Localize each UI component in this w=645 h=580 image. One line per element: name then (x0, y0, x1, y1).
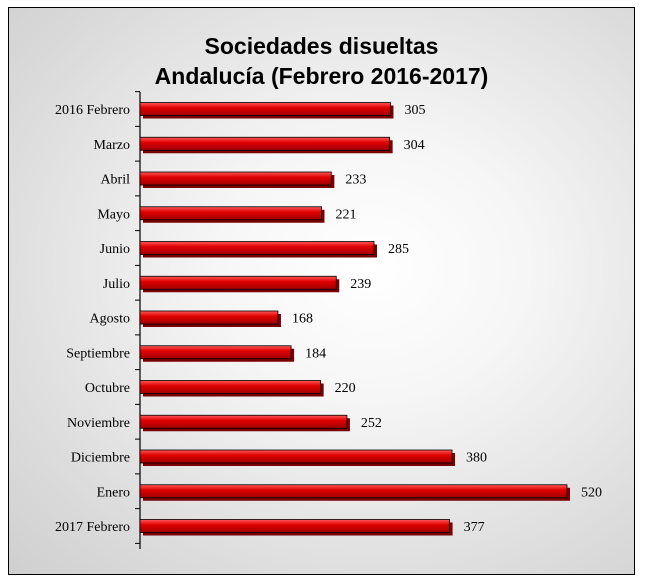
data-label: 168 (292, 312, 313, 327)
bar-mayo (139, 206, 322, 221)
category-label: Diciembre (71, 451, 130, 466)
bar-diciembre (139, 449, 453, 464)
bar-chart-plot: 2016 Febrero 305 Marzo 304 Abril 233 Mayo 221 Ju… (55, 91, 602, 549)
bar-abril (139, 171, 332, 186)
data-label: 520 (581, 485, 602, 500)
chart-title-line-1: Sociedades disueltas (204, 33, 439, 59)
bar-septiembre (139, 345, 292, 360)
chart-title-line-2: Andalucía (Febrero 2016-2017) (154, 63, 489, 89)
category-label: Septiembre (66, 346, 130, 361)
bar-agosto (139, 310, 279, 325)
chart-frame: Sociedades disueltas Andalucía (Febrero … (8, 7, 635, 575)
data-label: 220 (335, 381, 356, 396)
category-label: 2016 Febrero (55, 103, 130, 118)
bar-junio (139, 241, 375, 255)
data-label: 304 (404, 138, 425, 153)
bar-octubre (139, 380, 322, 394)
bar-julio (139, 275, 337, 290)
data-label: 285 (388, 242, 409, 257)
data-label: 252 (361, 416, 382, 431)
category-label: Julio (103, 277, 130, 292)
category-label: Mayo (97, 207, 130, 222)
data-label: 221 (335, 207, 356, 222)
bar-2017-febrero (139, 519, 450, 533)
category-label: Noviembre (67, 416, 130, 431)
data-label: 239 (350, 277, 371, 292)
category-label: Junio (100, 242, 130, 257)
data-label: 184 (305, 346, 326, 361)
category-label: Enero (97, 485, 130, 500)
data-label: 377 (464, 520, 485, 535)
bar-noviembre (139, 414, 348, 429)
category-label: 2017 Febrero (55, 520, 130, 535)
data-label: 233 (345, 173, 366, 188)
data-label: 380 (466, 451, 487, 466)
category-label: Abril (100, 173, 130, 188)
data-label: 305 (404, 103, 425, 118)
bar-enero (139, 484, 568, 499)
category-label: Agosto (90, 312, 130, 327)
category-label: Octubre (85, 381, 130, 396)
category-label: Marzo (93, 138, 130, 153)
bar-2016-febrero (139, 102, 391, 116)
bar-marzo (139, 136, 391, 151)
